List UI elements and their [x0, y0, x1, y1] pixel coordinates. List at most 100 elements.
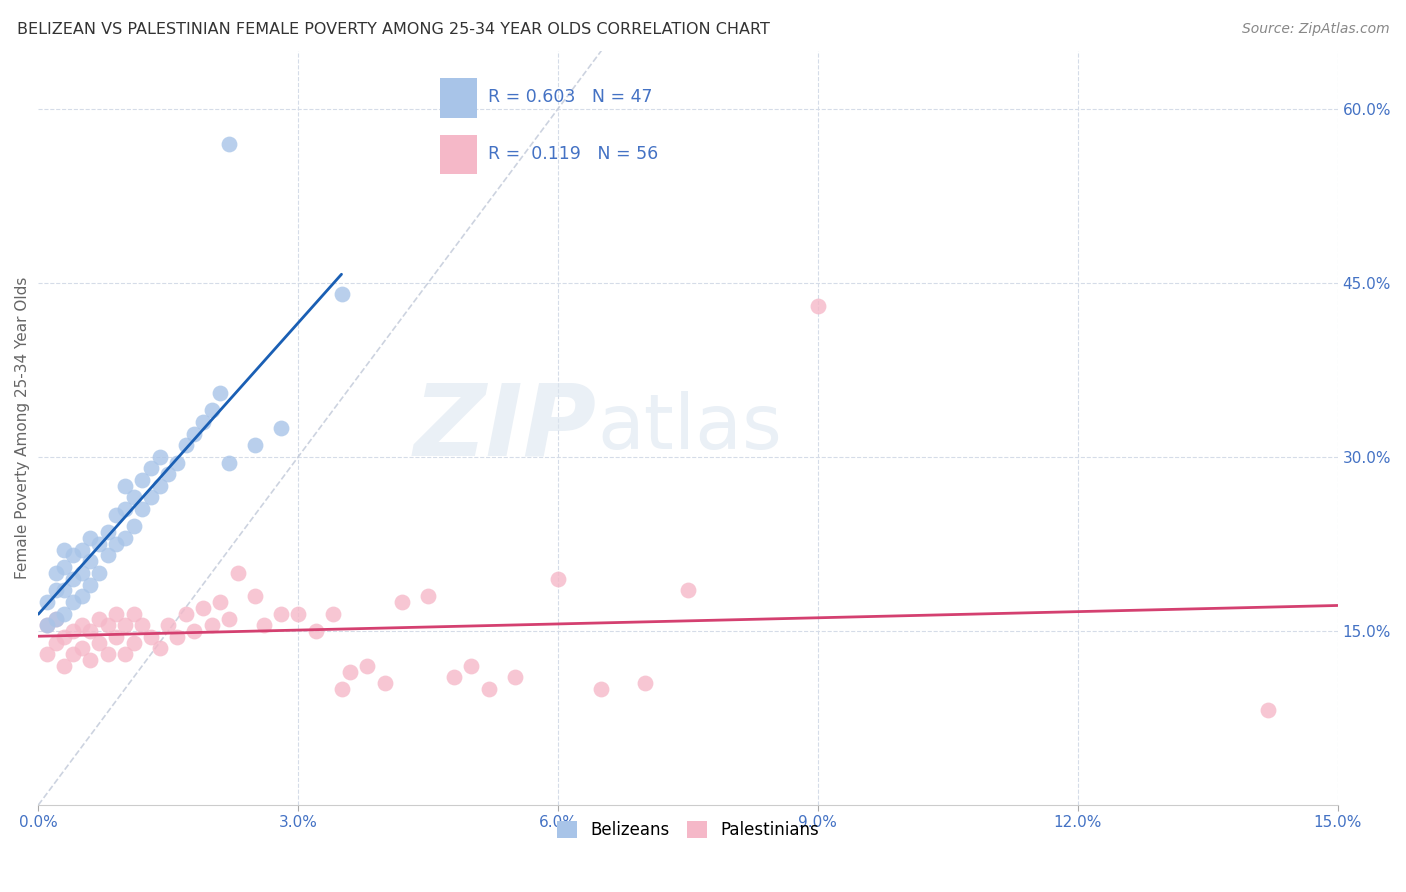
Point	[105, 537, 128, 551]
Point	[157, 467, 180, 482]
Point	[35, 647, 58, 661]
Point	[149, 641, 172, 656]
Point	[114, 647, 136, 661]
Point	[105, 607, 128, 621]
Point	[62, 595, 84, 609]
Point	[87, 612, 110, 626]
Point	[416, 589, 439, 603]
Point	[166, 630, 188, 644]
Point	[35, 595, 58, 609]
Point	[547, 572, 569, 586]
Point	[70, 641, 93, 656]
Point	[243, 589, 266, 603]
Point	[191, 415, 214, 429]
Point	[131, 473, 153, 487]
Point	[45, 583, 67, 598]
Point	[139, 461, 162, 475]
Point	[53, 607, 76, 621]
Point	[53, 560, 76, 574]
Point	[79, 624, 101, 638]
Point	[1257, 703, 1279, 717]
Point	[191, 600, 214, 615]
Point	[122, 519, 145, 533]
Point	[45, 612, 67, 626]
Point	[79, 577, 101, 591]
Point	[166, 456, 188, 470]
Y-axis label: Female Poverty Among 25-34 Year Olds: Female Poverty Among 25-34 Year Olds	[15, 277, 30, 579]
Legend: Belizeans, Palestinians: Belizeans, Palestinians	[551, 814, 825, 846]
Point	[270, 421, 292, 435]
Point	[478, 681, 501, 696]
Point	[226, 566, 249, 580]
Point	[53, 583, 76, 598]
Point	[114, 502, 136, 516]
Point	[45, 566, 67, 580]
Point	[70, 589, 93, 603]
Point	[97, 647, 120, 661]
Point	[252, 618, 274, 632]
Point	[45, 635, 67, 649]
Point	[443, 670, 465, 684]
Point	[218, 456, 240, 470]
Point	[122, 607, 145, 621]
Point	[79, 653, 101, 667]
Text: Source: ZipAtlas.com: Source: ZipAtlas.com	[1241, 22, 1389, 37]
Point	[35, 618, 58, 632]
Point	[62, 647, 84, 661]
Point	[391, 595, 413, 609]
Point	[218, 612, 240, 626]
Point	[70, 566, 93, 580]
Point	[122, 491, 145, 505]
Point	[131, 502, 153, 516]
Point	[70, 618, 93, 632]
Point	[139, 630, 162, 644]
Point	[157, 618, 180, 632]
Text: ZIP: ZIP	[413, 379, 598, 476]
Point	[174, 607, 197, 621]
Point	[330, 681, 353, 696]
Point	[676, 583, 699, 598]
Point	[122, 635, 145, 649]
Point	[53, 630, 76, 644]
Point	[149, 450, 172, 464]
Point	[209, 595, 232, 609]
Point	[183, 624, 205, 638]
Point	[87, 566, 110, 580]
Point	[45, 612, 67, 626]
Point	[114, 618, 136, 632]
Point	[270, 607, 292, 621]
Point	[183, 426, 205, 441]
Point	[70, 542, 93, 557]
Point	[79, 531, 101, 545]
Point	[330, 287, 353, 301]
Point	[105, 630, 128, 644]
Point	[174, 438, 197, 452]
Point	[591, 681, 613, 696]
Point	[149, 479, 172, 493]
Point	[97, 549, 120, 563]
Point	[374, 676, 396, 690]
Point	[62, 624, 84, 638]
Point	[634, 676, 657, 690]
Text: atlas: atlas	[598, 391, 782, 465]
Point	[114, 531, 136, 545]
Point	[97, 525, 120, 540]
Point	[131, 618, 153, 632]
Point	[503, 670, 526, 684]
Point	[807, 299, 830, 313]
Point	[62, 549, 84, 563]
Point	[304, 624, 326, 638]
Point	[218, 136, 240, 151]
Point	[209, 386, 232, 401]
Point	[87, 635, 110, 649]
Point	[356, 658, 378, 673]
Point	[97, 618, 120, 632]
Point	[322, 607, 344, 621]
Point	[139, 491, 162, 505]
Point	[35, 618, 58, 632]
Point	[87, 537, 110, 551]
Point	[79, 554, 101, 568]
Point	[53, 542, 76, 557]
Point	[62, 572, 84, 586]
Text: BELIZEAN VS PALESTINIAN FEMALE POVERTY AMONG 25-34 YEAR OLDS CORRELATION CHART: BELIZEAN VS PALESTINIAN FEMALE POVERTY A…	[17, 22, 769, 37]
